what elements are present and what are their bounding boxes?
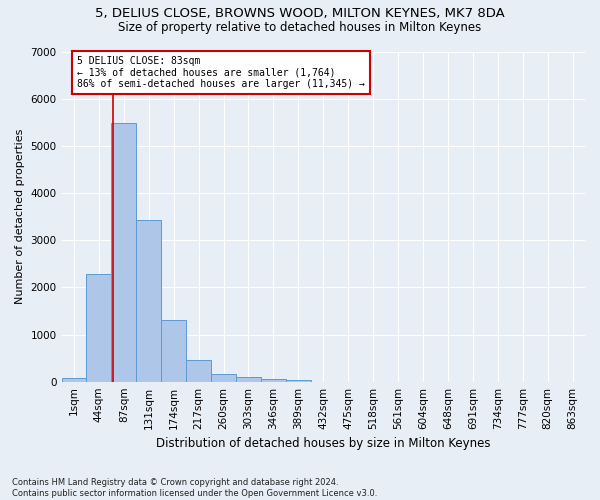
Bar: [236, 377, 261, 382]
Bar: [261, 379, 286, 382]
Y-axis label: Number of detached properties: Number of detached properties: [15, 129, 25, 304]
Bar: [112, 123, 136, 382]
Text: 5 DELIUS CLOSE: 83sqm
← 13% of detached houses are smaller (1,764)
86% of semi-d: 5 DELIUS CLOSE: 83sqm ← 13% of detached …: [77, 56, 365, 90]
Bar: [286, 380, 311, 382]
X-axis label: Distribution of detached houses by size in Milton Keynes: Distribution of detached houses by size …: [156, 437, 491, 450]
Bar: [161, 320, 186, 382]
Bar: [62, 378, 86, 382]
Bar: [86, 274, 112, 382]
Text: 5, DELIUS CLOSE, BROWNS WOOD, MILTON KEYNES, MK7 8DA: 5, DELIUS CLOSE, BROWNS WOOD, MILTON KEY…: [95, 8, 505, 20]
Bar: [211, 374, 236, 382]
Bar: [186, 360, 211, 382]
Bar: [136, 220, 161, 382]
Text: Size of property relative to detached houses in Milton Keynes: Size of property relative to detached ho…: [118, 21, 482, 34]
Text: Contains HM Land Registry data © Crown copyright and database right 2024.
Contai: Contains HM Land Registry data © Crown c…: [12, 478, 377, 498]
